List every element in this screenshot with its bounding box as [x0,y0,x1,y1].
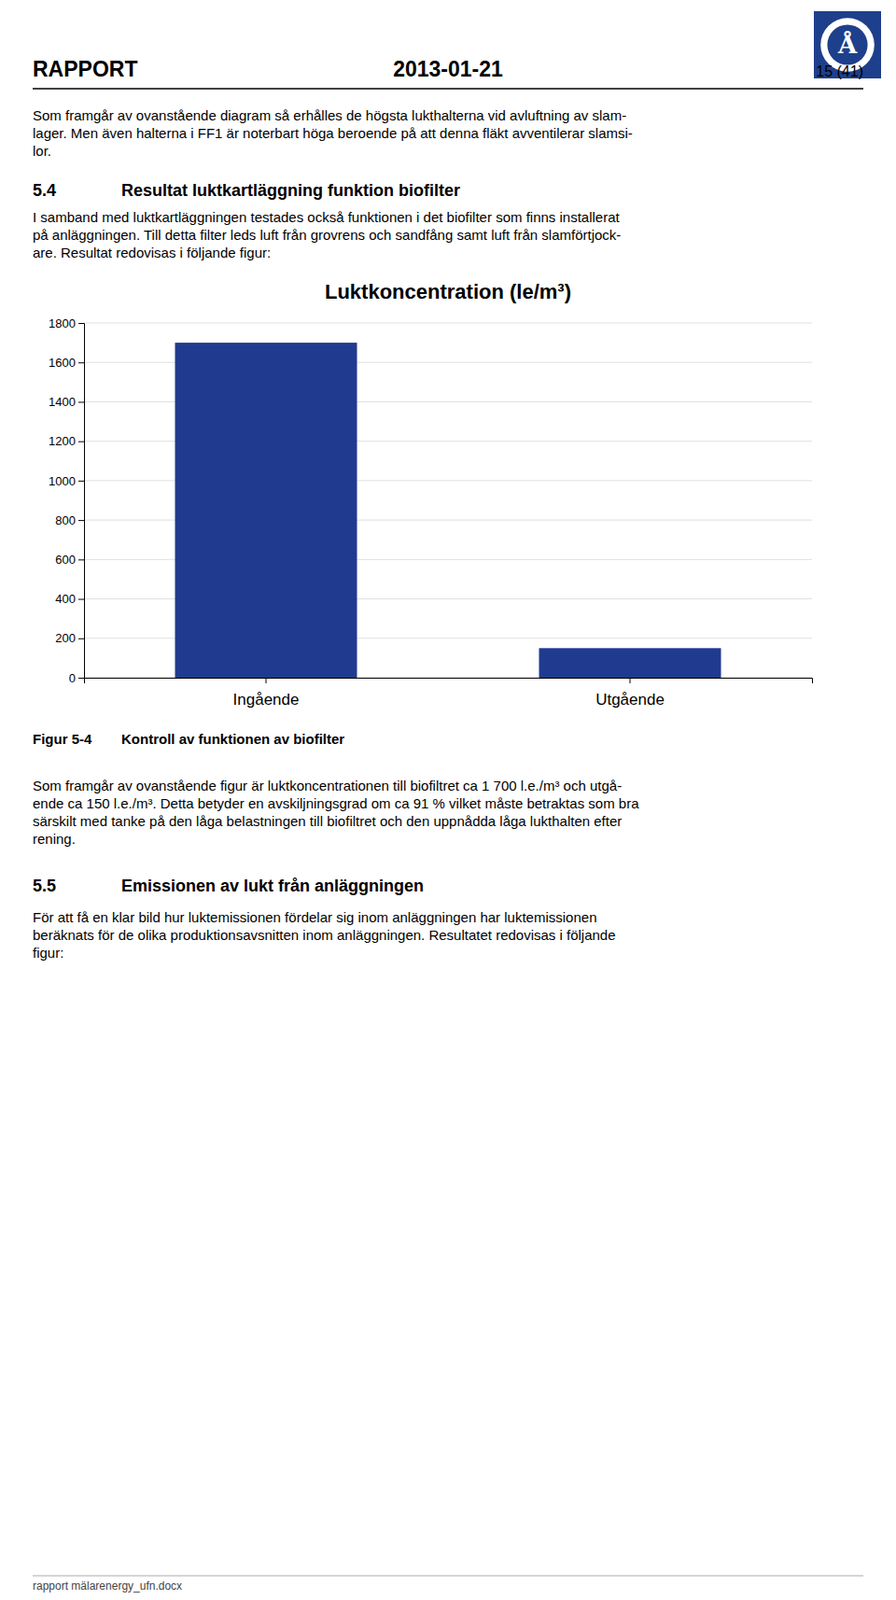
body-text: Som framgår av ovanstående figur är lukt… [32,777,622,794]
y-tick: 1200 [48,434,84,448]
footer-rule [32,1575,864,1577]
y-tick: 600 [55,552,84,567]
y-tick: 200 [55,630,84,645]
header-rule [32,87,864,90]
body-text: lor. [32,142,52,159]
y-tick-mark [78,677,84,679]
y-tick: 400 [55,591,84,606]
y-tick-mark [78,559,84,560]
logo-inner [826,24,868,65]
y-tick-label: 1600 [48,355,76,370]
body-text: på anläggningen. Till detta filter leds … [32,226,621,243]
y-tick-label: 1400 [48,394,76,409]
y-tick: 800 [55,513,84,528]
page: Å RAPPORT 2013-01-21 15 (41) Som framgår av … [0,0,896,1600]
section-number: 5.5 [32,876,56,896]
y-tick: 1000 [48,474,84,489]
logo-text: Å [837,30,858,59]
logo-background [813,11,882,79]
y-tick-mark [78,441,84,443]
y-tick-label: 400 [55,591,76,606]
y-tick-mark [78,322,84,324]
y-tick: 1800 [48,316,84,331]
y-tick-label: 1200 [48,434,76,448]
header-left: RAPPORT [32,56,138,82]
body-text: are. Resultat redovisas i följande figur… [32,244,271,261]
x-tick: Utgående [595,677,665,709]
y-tick-mark [78,480,84,482]
grid-line [84,322,812,324]
y-tick-label: 800 [55,513,76,528]
y-tick-mark [78,638,84,640]
header-right: 15 (41) [815,63,864,80]
section-title: Resultat luktkartläggning funktion biofi… [121,181,461,200]
body-text: ende ca 150 l.e./m³. Detta betyder en av… [32,795,640,812]
y-tick-label: 1000 [48,474,76,489]
y-axis-line [78,323,85,679]
x-tick: Ingående [233,677,300,709]
chart-title: Luktkoncentration (le/m³) [324,280,572,304]
y-tick: 0 [69,671,84,686]
figure-caption: Kontroll av funktionen av biofilter [121,730,345,747]
x-tick-label: Ingående [233,690,300,709]
bars [175,342,722,678]
body-text: lager. Men även halterna i FF1 är noterb… [32,125,633,141]
grid [84,322,812,678]
section-title: Emissionen av lukt från anläggningen [121,876,424,896]
body-text: Som framgår av ovanstående diagram så er… [32,107,627,124]
x-tick-mark [266,677,267,684]
y-axis: 0 200 400 600 800 1000 1200 1400 1600 1800 [48,316,84,686]
body-text: beräknats för de olika produktionsavsnit… [32,926,616,943]
y-tick-mark [78,599,84,601]
body-text: För att få en klar bild hur luktemission… [32,909,598,925]
y-tick-mark [78,401,84,403]
bar [175,342,358,678]
y-tick-label: 600 [55,552,76,567]
y-tick-mark [78,362,84,364]
figure-label: Figur 5-4 [32,730,93,747]
footer-text: rapport mälarenergy_ufn.docx [32,1579,182,1593]
body-text: särskilt med tanke på den låga belastnin… [32,812,622,829]
body-text: rening. [32,830,76,847]
y-tick-label: 200 [55,630,76,645]
y-tick-mark [78,519,84,521]
y-tick: 1600 [48,355,84,370]
y-tick-label: 1800 [48,316,76,331]
y-tick: 1400 [48,394,84,409]
section-number: 5.4 [32,181,56,200]
x-axis-line [84,678,813,685]
bar [539,647,722,678]
body-text: figur: [32,944,64,961]
header-center: 2013-01-21 [392,56,504,82]
body-text: I samband med luktkartläggningen testade… [32,209,621,225]
y-tick-label: 0 [69,671,76,686]
x-axis: Ingående Utgående [84,677,813,709]
x-tick-mark [630,677,631,684]
x-tick-label: Utgående [595,690,665,709]
